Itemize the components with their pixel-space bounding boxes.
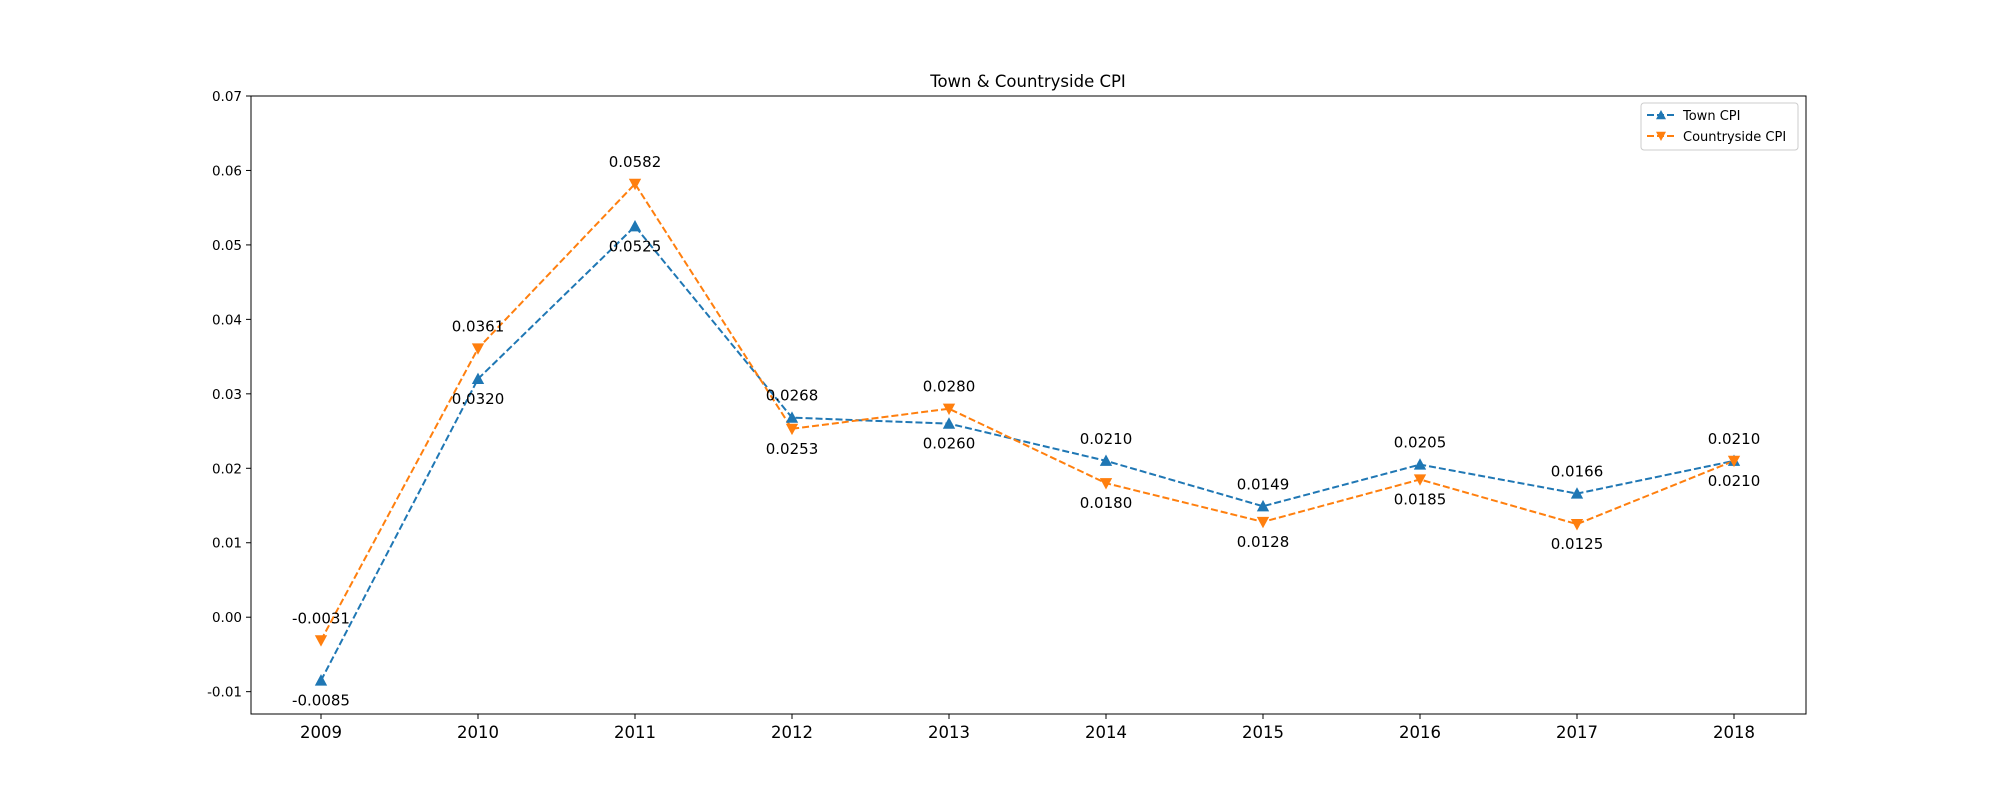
x-tick-label: 2017 [1556, 723, 1598, 742]
legend-label: Countryside CPI [1683, 130, 1786, 145]
data-point-town [1570, 487, 1584, 499]
data-point-town [628, 219, 642, 232]
data-point-countryside [1727, 455, 1741, 468]
x-tick-label: 2013 [928, 723, 970, 742]
legend-box [1640, 102, 1799, 151]
data-label-town: 0.0320 [452, 390, 505, 408]
data-label-town: 0.0149 [1237, 475, 1290, 493]
y-tick-label: 0.03 [212, 387, 242, 403]
plot-area [250, 95, 1807, 715]
data-point-town [1256, 499, 1270, 512]
data-label-town: 0.0525 [609, 237, 662, 255]
data-label-countryside: 0.0361 [452, 317, 505, 335]
x-axis: 2009 2010 2011 2012 2013 2014 2015 2016 2017 2018 [300, 714, 1755, 742]
y-tick-label: 0.05 [212, 238, 242, 254]
y-tick-label: -0.01 [207, 685, 242, 701]
data-label-town: 0.0166 [1551, 463, 1604, 481]
data-point-countryside [942, 403, 956, 416]
y-tick-label: 0.01 [212, 536, 242, 552]
x-tick-label: 2012 [771, 723, 813, 742]
data-point-countryside [314, 635, 328, 647]
x-tick-label: 2009 [300, 723, 342, 742]
data-point-town [1413, 458, 1427, 470]
x-tick-label: 2018 [1713, 723, 1755, 742]
legend-marker [1656, 110, 1666, 120]
data-point-countryside [1099, 478, 1113, 490]
y-axis: -0.01 0.00 0.01 0.02 0.03 0.04 0.05 0.06 0.07 [207, 89, 251, 701]
data-label-countryside: -0.0031 [292, 609, 350, 627]
legend: Town CPI Countryside CPI [1640, 102, 1799, 151]
data-point-countryside [628, 178, 642, 191]
data-label-town: -0.0085 [292, 691, 350, 709]
x-tick-label: 2015 [1242, 723, 1284, 742]
y-tick-label: 0.07 [212, 89, 242, 105]
data-label-town: 0.0260 [923, 435, 976, 453]
x-tick-label: 2014 [1085, 723, 1127, 742]
data-label-countryside: 0.0582 [609, 153, 662, 171]
x-tick-label: 2010 [457, 723, 499, 742]
data-labels: -0.0085 0.0320 0.0525 0.0268 0.0260 0.0210 0.0… [292, 153, 1760, 710]
data-point-town [314, 674, 328, 686]
data-point-town [942, 417, 956, 429]
x-tick-label: 2011 [614, 723, 656, 742]
data-label-town: 0.0210 [1708, 472, 1761, 490]
data-label-countryside: 0.0280 [923, 378, 976, 396]
data-point-countryside [1570, 519, 1584, 531]
chart-title: Town & Countryside CPI [929, 72, 1126, 91]
data-point-countryside [1256, 516, 1270, 529]
data-label-town: 0.0205 [1394, 434, 1447, 452]
data-point-town [1099, 454, 1113, 466]
y-tick-label: 0.00 [212, 610, 242, 626]
data-point-countryside [1413, 474, 1427, 486]
data-label-countryside: 0.0210 [1708, 430, 1761, 448]
data-label-town: 0.0210 [1080, 430, 1133, 448]
series-line-town-cpi [320, 224, 1735, 681]
data-label-countryside: 0.0253 [766, 440, 819, 458]
y-tick-label: 0.04 [212, 312, 242, 328]
data-label-countryside: 0.0180 [1080, 494, 1133, 512]
data-label-countryside: 0.0185 [1394, 490, 1447, 508]
legend-label: Town CPI [1682, 109, 1740, 124]
data-point-countryside [471, 343, 485, 355]
legend-marker [1656, 131, 1666, 141]
series-line-countryside-cpi [320, 182, 1735, 641]
data-label-town: 0.0268 [766, 387, 819, 405]
data-point-town [785, 411, 799, 423]
y-tick-label: 0.02 [212, 461, 242, 477]
series-lines [320, 182, 1735, 681]
y-tick-label: 0.06 [212, 163, 242, 179]
data-point-countryside [785, 423, 799, 436]
series-markers [314, 178, 1741, 686]
data-label-countryside: 0.0125 [1551, 535, 1604, 553]
data-point-town [471, 372, 485, 385]
data-label-countryside: 0.0128 [1237, 533, 1290, 551]
x-tick-label: 2016 [1399, 723, 1441, 742]
